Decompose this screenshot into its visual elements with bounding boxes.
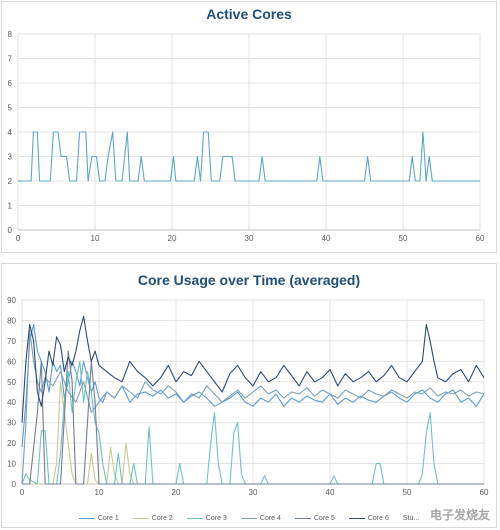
active-cores-y-tick-label: 4 — [8, 128, 13, 137]
active-cores-chart: Active Cores 0 10 20 30 40 50 60 0 1 2 3 4 5 6 7 8 — [1, 1, 497, 253]
active-cores-x-tick-label: 20 — [168, 234, 177, 243]
core-usage-y-tick-label: 70 — [7, 337, 16, 346]
core-usage-series-core-5 — [22, 350, 484, 485]
legend-item-core-6: Core 6 — [348, 511, 389, 525]
legend-swatch-core-1 — [78, 517, 95, 519]
active-cores-y-tick-label: 3 — [8, 153, 13, 162]
legend-label-core-6: Core 6 — [367, 514, 389, 522]
active-cores-y-tick-label: 8 — [8, 30, 13, 39]
core-usage-y-tick-label: 0 — [12, 480, 17, 489]
legend-label-core-1: Core 1 — [97, 514, 119, 522]
legend-label-core-2: Core 2 — [151, 514, 173, 522]
core-usage-y-tick-label: 20 — [7, 439, 16, 448]
legend-label-core-5: Core 5 — [313, 514, 335, 522]
watermark-logo: 电子发烧友 — [429, 508, 490, 522]
core-usage-plot: 0 10 20 30 40 50 60 0 10 20 30 40 50 60 70 80 90 — [7, 296, 489, 497]
active-cores-x-tick-label: 30 — [245, 234, 254, 243]
core-usage-series-core-2 — [22, 381, 484, 485]
core-usage-y-tick-label: 30 — [7, 419, 16, 428]
core-usage-y-tick-label: 50 — [7, 378, 16, 387]
legend-swatch-core-5 — [294, 517, 311, 519]
active-cores-x-tick-label: 40 — [322, 234, 331, 243]
legend-item-core-3: Core 3 — [186, 511, 227, 525]
core-usage-x-tick-label: 50 — [403, 488, 412, 497]
core-usage-y-tick-label: 40 — [7, 398, 16, 407]
active-cores-x-tick-label: 10 — [91, 234, 100, 243]
active-cores-y-tick-label: 6 — [8, 79, 13, 88]
active-cores-y-tick-label: 2 — [8, 177, 13, 186]
legend-item-core-2: Core 2 — [132, 511, 173, 525]
active-cores-x-tick-label: 50 — [399, 234, 408, 243]
legend-swatch-core-3 — [186, 517, 203, 519]
active-cores-x-tick-label: 60 — [476, 234, 485, 243]
core-usage-series-core-1 — [21, 323, 485, 448]
active-cores-y-tick-label: 5 — [8, 104, 13, 113]
core-usage-y-tick-label: 80 — [7, 316, 16, 325]
chart-title-active-cores: Active Cores — [206, 6, 292, 22]
core-usage-x-tick-label: 30 — [249, 488, 258, 497]
legend-label-core-3: Core 3 — [205, 514, 227, 522]
active-cores-plot: 0 10 20 30 40 50 60 0 1 2 3 4 5 6 7 8 — [8, 30, 485, 243]
core-usage-x-tick-label: 0 — [20, 488, 25, 497]
active-cores-series-line — [18, 131, 480, 182]
core-usage-x-tick-label: 10 — [95, 488, 104, 497]
core-usage-y-tick-label: 10 — [7, 460, 16, 469]
core-usage-y-tick-label: 90 — [7, 296, 16, 305]
core-usage-series-core-6 — [21, 315, 485, 423]
chart-title-core-usage: Core Usage over Time (averaged) — [137, 272, 361, 288]
legend-swatch-core-4 — [240, 517, 257, 519]
core-usage-x-tick-label: 40 — [326, 488, 335, 497]
legend-swatch-core-2 — [132, 517, 149, 519]
core-usage-x-tick-label: 60 — [480, 488, 489, 497]
legend-label-core-4: Core 4 — [259, 514, 281, 522]
core-usage-x-tick-label: 20 — [172, 488, 181, 497]
active-cores-x-tick-label: 0 — [16, 234, 21, 243]
active-cores-y-tick-label: 1 — [8, 202, 13, 211]
active-cores-y-tick-label: 0 — [8, 226, 13, 235]
legend-item-core-5: Core 5 — [294, 511, 335, 525]
core-usage-chart: Core Usage over Time (averaged) 0 10 20 30 4… — [1, 263, 497, 528]
active-cores-y-tick-label: 7 — [8, 55, 13, 64]
legend-item-overlap: Stu... — [402, 514, 420, 522]
legend-item-core-4: Core 4 — [240, 511, 281, 525]
core-usage-y-tick-label: 60 — [7, 357, 16, 366]
legend-swatch-core-6 — [348, 517, 365, 519]
legend: Core 1 Core 2 Core 3 Core 4 Core 5 Core 6 Stu.… — [2, 511, 496, 525]
core-usage-series-core-4 — [21, 330, 485, 485]
legend-item-core-1: Core 1 — [78, 511, 119, 525]
